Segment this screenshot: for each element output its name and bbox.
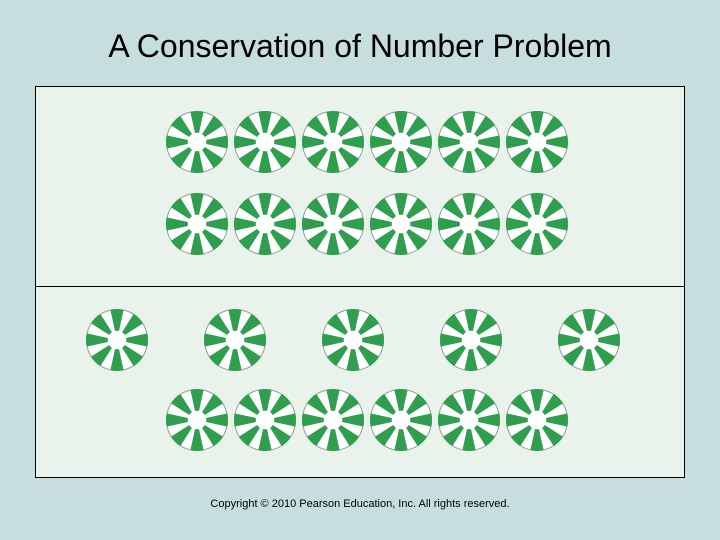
candy-icon — [234, 111, 296, 173]
candy-icon — [166, 389, 228, 451]
candy-icon — [204, 309, 266, 371]
candy-icon — [438, 193, 500, 255]
candy-icon — [370, 389, 432, 451]
page-title: A Conservation of Number Problem — [0, 28, 720, 65]
candy-icon — [302, 111, 364, 173]
candy-icon — [302, 193, 364, 255]
candy-icon — [506, 111, 568, 173]
top-panel — [36, 87, 684, 287]
candy-icon — [438, 389, 500, 451]
candy-icon — [370, 111, 432, 173]
candy-icon — [506, 193, 568, 255]
candy-row — [166, 111, 568, 173]
candy-icon — [438, 111, 500, 173]
panel-container — [35, 86, 685, 478]
candy-icon — [440, 309, 502, 371]
candy-row — [166, 389, 568, 451]
slide: A Conservation of Number Problem — [0, 0, 720, 540]
candy-row — [86, 309, 620, 371]
candy-icon — [166, 193, 228, 255]
candy-icon — [234, 193, 296, 255]
copyright-text: Copyright © 2010 Pearson Education, Inc.… — [0, 498, 720, 510]
candy-row — [166, 193, 568, 255]
candy-icon — [166, 111, 228, 173]
candy-icon — [558, 309, 620, 371]
candy-icon — [86, 309, 148, 371]
candy-icon — [370, 193, 432, 255]
candy-icon — [302, 389, 364, 451]
candy-icon — [322, 309, 384, 371]
candy-icon — [506, 389, 568, 451]
bottom-panel — [36, 287, 684, 479]
candy-icon — [234, 389, 296, 451]
